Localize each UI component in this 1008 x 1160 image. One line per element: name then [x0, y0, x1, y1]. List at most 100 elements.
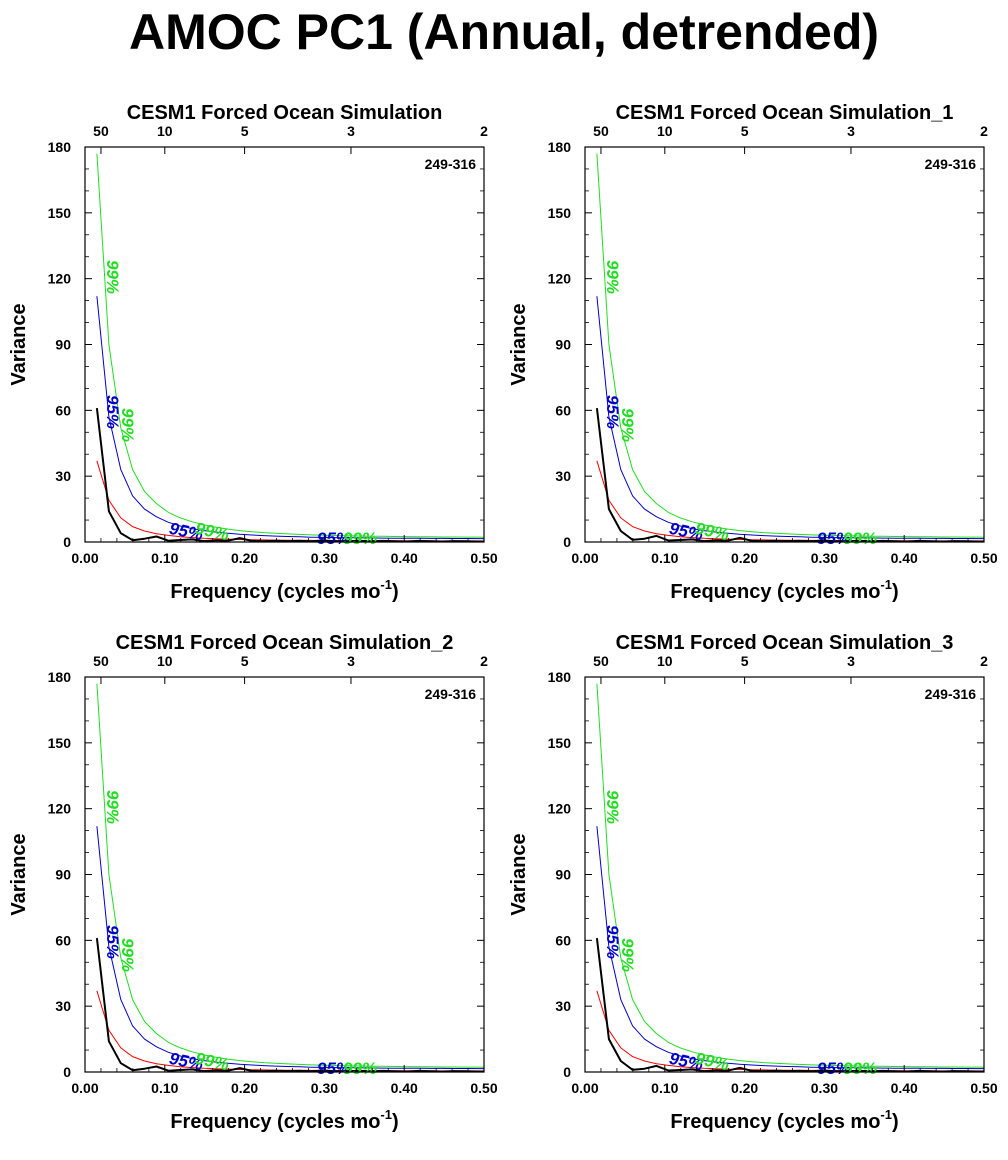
y-tick-label: 150: [548, 735, 572, 751]
top-tick-label: 50: [593, 653, 609, 669]
chart-panel-2: CESM1 Forced Ocean Simulation_1 99% 95% 99%…: [500, 90, 1004, 630]
y-axis-label: Variance: [8, 303, 30, 385]
x-tick-label: 0.10: [651, 1080, 678, 1096]
x-tick-label: 0.20: [731, 550, 758, 566]
x-tick-label: 0.40: [391, 550, 418, 566]
top-tick-label: 2: [480, 123, 488, 139]
curve-label-99pct: 99%: [343, 1059, 377, 1078]
x-tick-label: 0.50: [470, 550, 497, 566]
y-tick-label: 30: [555, 468, 571, 484]
series-line-red-noise: [96, 990, 484, 1072]
curves: [595, 683, 984, 1072]
chart-panel-4: CESM1 Forced Ocean Simulation_3 99% 95% 99%…: [500, 620, 1004, 1160]
top-tick-label: 2: [980, 653, 988, 669]
plot-frame: [84, 676, 485, 1073]
curve-label-99pct: 99%: [843, 529, 877, 548]
chart-panel-3: CESM1 Forced Ocean Simulation_2 99% 95% 99%…: [0, 620, 504, 1160]
series-line-red-noise: [596, 990, 984, 1072]
panel-title: CESM1 Forced Ocean Simulation: [127, 102, 443, 124]
y-tick-label: 120: [48, 801, 72, 817]
curve-label-95pct: 95%: [817, 529, 851, 548]
y-tick-label: 90: [55, 867, 71, 883]
curve-label-99pct: 99%: [603, 790, 622, 824]
y-tick-label: 90: [55, 337, 71, 353]
series-line-95pct: [596, 296, 984, 540]
x-tick-label: 0.30: [311, 550, 338, 566]
y-tick-label: 30: [55, 998, 71, 1014]
x-tick-label: 0.00: [71, 550, 98, 566]
y-tick-label: 150: [548, 205, 572, 221]
curve-label-99pct: 99%: [843, 1059, 877, 1078]
x-tick-label: 0.10: [651, 550, 678, 566]
y-tick-label: 150: [48, 205, 72, 221]
panel-title: CESM1 Forced Ocean Simulation_3: [616, 632, 954, 654]
curve-label-95pct: 95%: [603, 925, 622, 959]
x-tick-label: 0.50: [970, 1080, 997, 1096]
period-annotation: 249-316: [425, 156, 477, 172]
series-line-red-noise: [96, 460, 484, 542]
curve-label-99pct: 99%: [103, 260, 122, 294]
y-tick-label: 180: [48, 669, 72, 685]
y-tick-label: 90: [555, 867, 571, 883]
x-tick-label: 0.00: [571, 550, 598, 566]
series-line-99pct: [96, 683, 484, 1068]
x-tick-label: 0.10: [151, 1080, 178, 1096]
y-tick-label: 0: [563, 1064, 571, 1080]
y-tick-label: 0: [563, 534, 571, 550]
y-axis-label: Variance: [8, 833, 30, 915]
plot-frame: [584, 676, 985, 1073]
top-tick-label: 50: [93, 653, 109, 669]
curve-label-95pct: 95%: [603, 395, 622, 429]
x-tick-label: 0.20: [731, 1080, 758, 1096]
curve-label-99pct: 99%: [343, 529, 377, 548]
curve-label-99pct: 99%: [603, 260, 622, 294]
x-tick-label: 0.30: [311, 1080, 338, 1096]
top-tick-label: 3: [847, 123, 855, 139]
chart-svg: CESM1 Forced Ocean Simulation_399%95%99%…: [508, 632, 998, 1133]
x-axis-label: Frequency (cycles mo-1): [170, 1107, 398, 1133]
curve-label-99pct: 99%: [103, 790, 122, 824]
curve-label-99pct: 99%: [618, 408, 637, 442]
top-tick-label: 10: [157, 123, 173, 139]
chart-svg: CESM1 Forced Ocean Simulation_199%95%99%…: [508, 102, 998, 603]
y-tick-label: 120: [548, 271, 572, 287]
series-line-95pct: [96, 826, 484, 1070]
top-tick-label: 5: [241, 653, 249, 669]
top-tick-label: 5: [741, 653, 749, 669]
top-tick-label: 10: [657, 653, 673, 669]
chart-svg: CESM1 Forced Ocean Simulation_299%95%99%…: [8, 632, 498, 1133]
x-tick-label: 0.40: [891, 550, 918, 566]
top-tick-label: 5: [241, 123, 249, 139]
y-tick-label: 60: [555, 402, 571, 418]
y-tick-label: 150: [48, 735, 72, 751]
x-tick-label: 0.50: [470, 1080, 497, 1096]
x-tick-label: 0.00: [571, 1080, 598, 1096]
y-tick-label: 120: [548, 801, 572, 817]
period-annotation: 249-316: [925, 156, 977, 172]
y-tick-label: 90: [555, 337, 571, 353]
chart-svg: CESM1 Forced Ocean Simulation99%95%99%95…: [8, 102, 498, 603]
y-tick-label: 0: [63, 534, 71, 550]
curve-label-99pct: 99%: [118, 408, 137, 442]
y-tick-label: 60: [555, 932, 571, 948]
series-line-spectrum: [595, 937, 984, 1072]
x-tick-label: 0.30: [811, 550, 838, 566]
curve-label-99pct: 99%: [618, 938, 637, 972]
y-tick-label: 30: [555, 998, 571, 1014]
top-tick-label: 50: [93, 123, 109, 139]
curve-label-95pct: 95%: [317, 1059, 351, 1078]
series-line-red-noise: [596, 460, 984, 542]
top-tick-label: 2: [980, 123, 988, 139]
curve-label-95pct: 95%: [817, 1059, 851, 1078]
series-line-99pct: [596, 683, 984, 1068]
curves: [95, 153, 484, 542]
x-tick-label: 0.50: [970, 550, 997, 566]
y-axis-label: Variance: [508, 833, 530, 915]
top-tick-label: 3: [847, 653, 855, 669]
series-line-spectrum: [595, 407, 984, 542]
x-tick-label: 0.20: [231, 1080, 258, 1096]
top-tick-label: 3: [347, 123, 355, 139]
x-tick-label: 0.40: [391, 1080, 418, 1096]
x-axis-label: Frequency (cycles mo-1): [670, 1107, 898, 1133]
x-tick-label: 0.20: [231, 550, 258, 566]
